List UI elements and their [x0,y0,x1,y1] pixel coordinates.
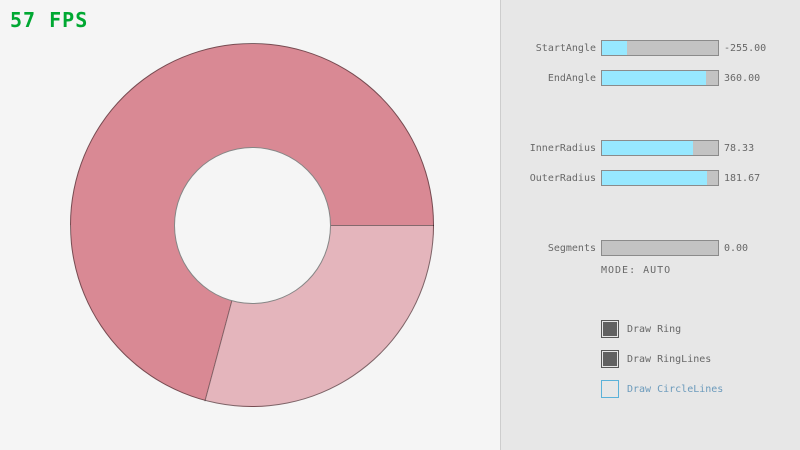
draw-ring-checkbox[interactable] [601,320,619,338]
start-angle-value: -255.00 [724,42,767,54]
start-angle-label: StartAngle [535,42,596,54]
segments-slider[interactable] [601,240,719,256]
draw-ringlines-label: Draw RingLines [627,353,712,365]
start-angle-slider-fill [602,41,628,55]
draw-circlelines-checkbox[interactable] [601,380,619,398]
inner-radius-slider-fill [602,141,693,155]
start-angle-slider[interactable] [601,40,719,56]
controls-panel: StartAngle -255.00 EndAngle 360.00 Inner… [500,0,800,450]
checkbox-row-draw-circlelines: Draw CircleLines [601,380,723,398]
donut-ring [70,43,434,407]
inner-radius-value: 78.33 [724,142,755,154]
segments-label: Segments [547,242,596,254]
ring-end-angle-line [330,225,434,226]
end-angle-value: 360.00 [724,72,761,84]
checkbox-row-draw-ring: Draw Ring [601,320,681,338]
slider-row-outer-radius: OuterRadius 181.67 [501,170,760,186]
slider-row-start-angle: StartAngle -255.00 [501,40,766,56]
draw-ringlines-checkbox[interactable] [601,350,619,368]
slider-row-inner-radius: InnerRadius 78.33 [501,140,754,156]
segments-mode-label: MODE: AUTO [601,265,672,276]
draw-ring-label: Draw Ring [627,323,682,335]
inner-radius-slider[interactable] [601,140,719,156]
inner-radius-label: InnerRadius [529,142,596,154]
outer-radius-value: 181.67 [724,172,761,184]
ring-start-angle-line [204,300,233,402]
end-angle-slider[interactable] [601,70,719,86]
slider-row-segments: Segments 0.00 [501,240,748,256]
segments-value: 0.00 [724,242,749,254]
outer-radius-slider[interactable] [601,170,719,186]
outer-radius-slider-fill [602,171,708,185]
draw-circlelines-label: Draw CircleLines [627,383,724,395]
slider-row-end-angle: EndAngle 360.00 [501,70,760,86]
fps-counter: 57 FPS [10,8,89,32]
ring-inner-hole [173,146,331,304]
end-angle-slider-fill [602,71,707,85]
checkbox-row-draw-ringlines: Draw RingLines [601,350,711,368]
end-angle-label: EndAngle [547,72,596,84]
outer-radius-label: OuterRadius [529,172,596,184]
